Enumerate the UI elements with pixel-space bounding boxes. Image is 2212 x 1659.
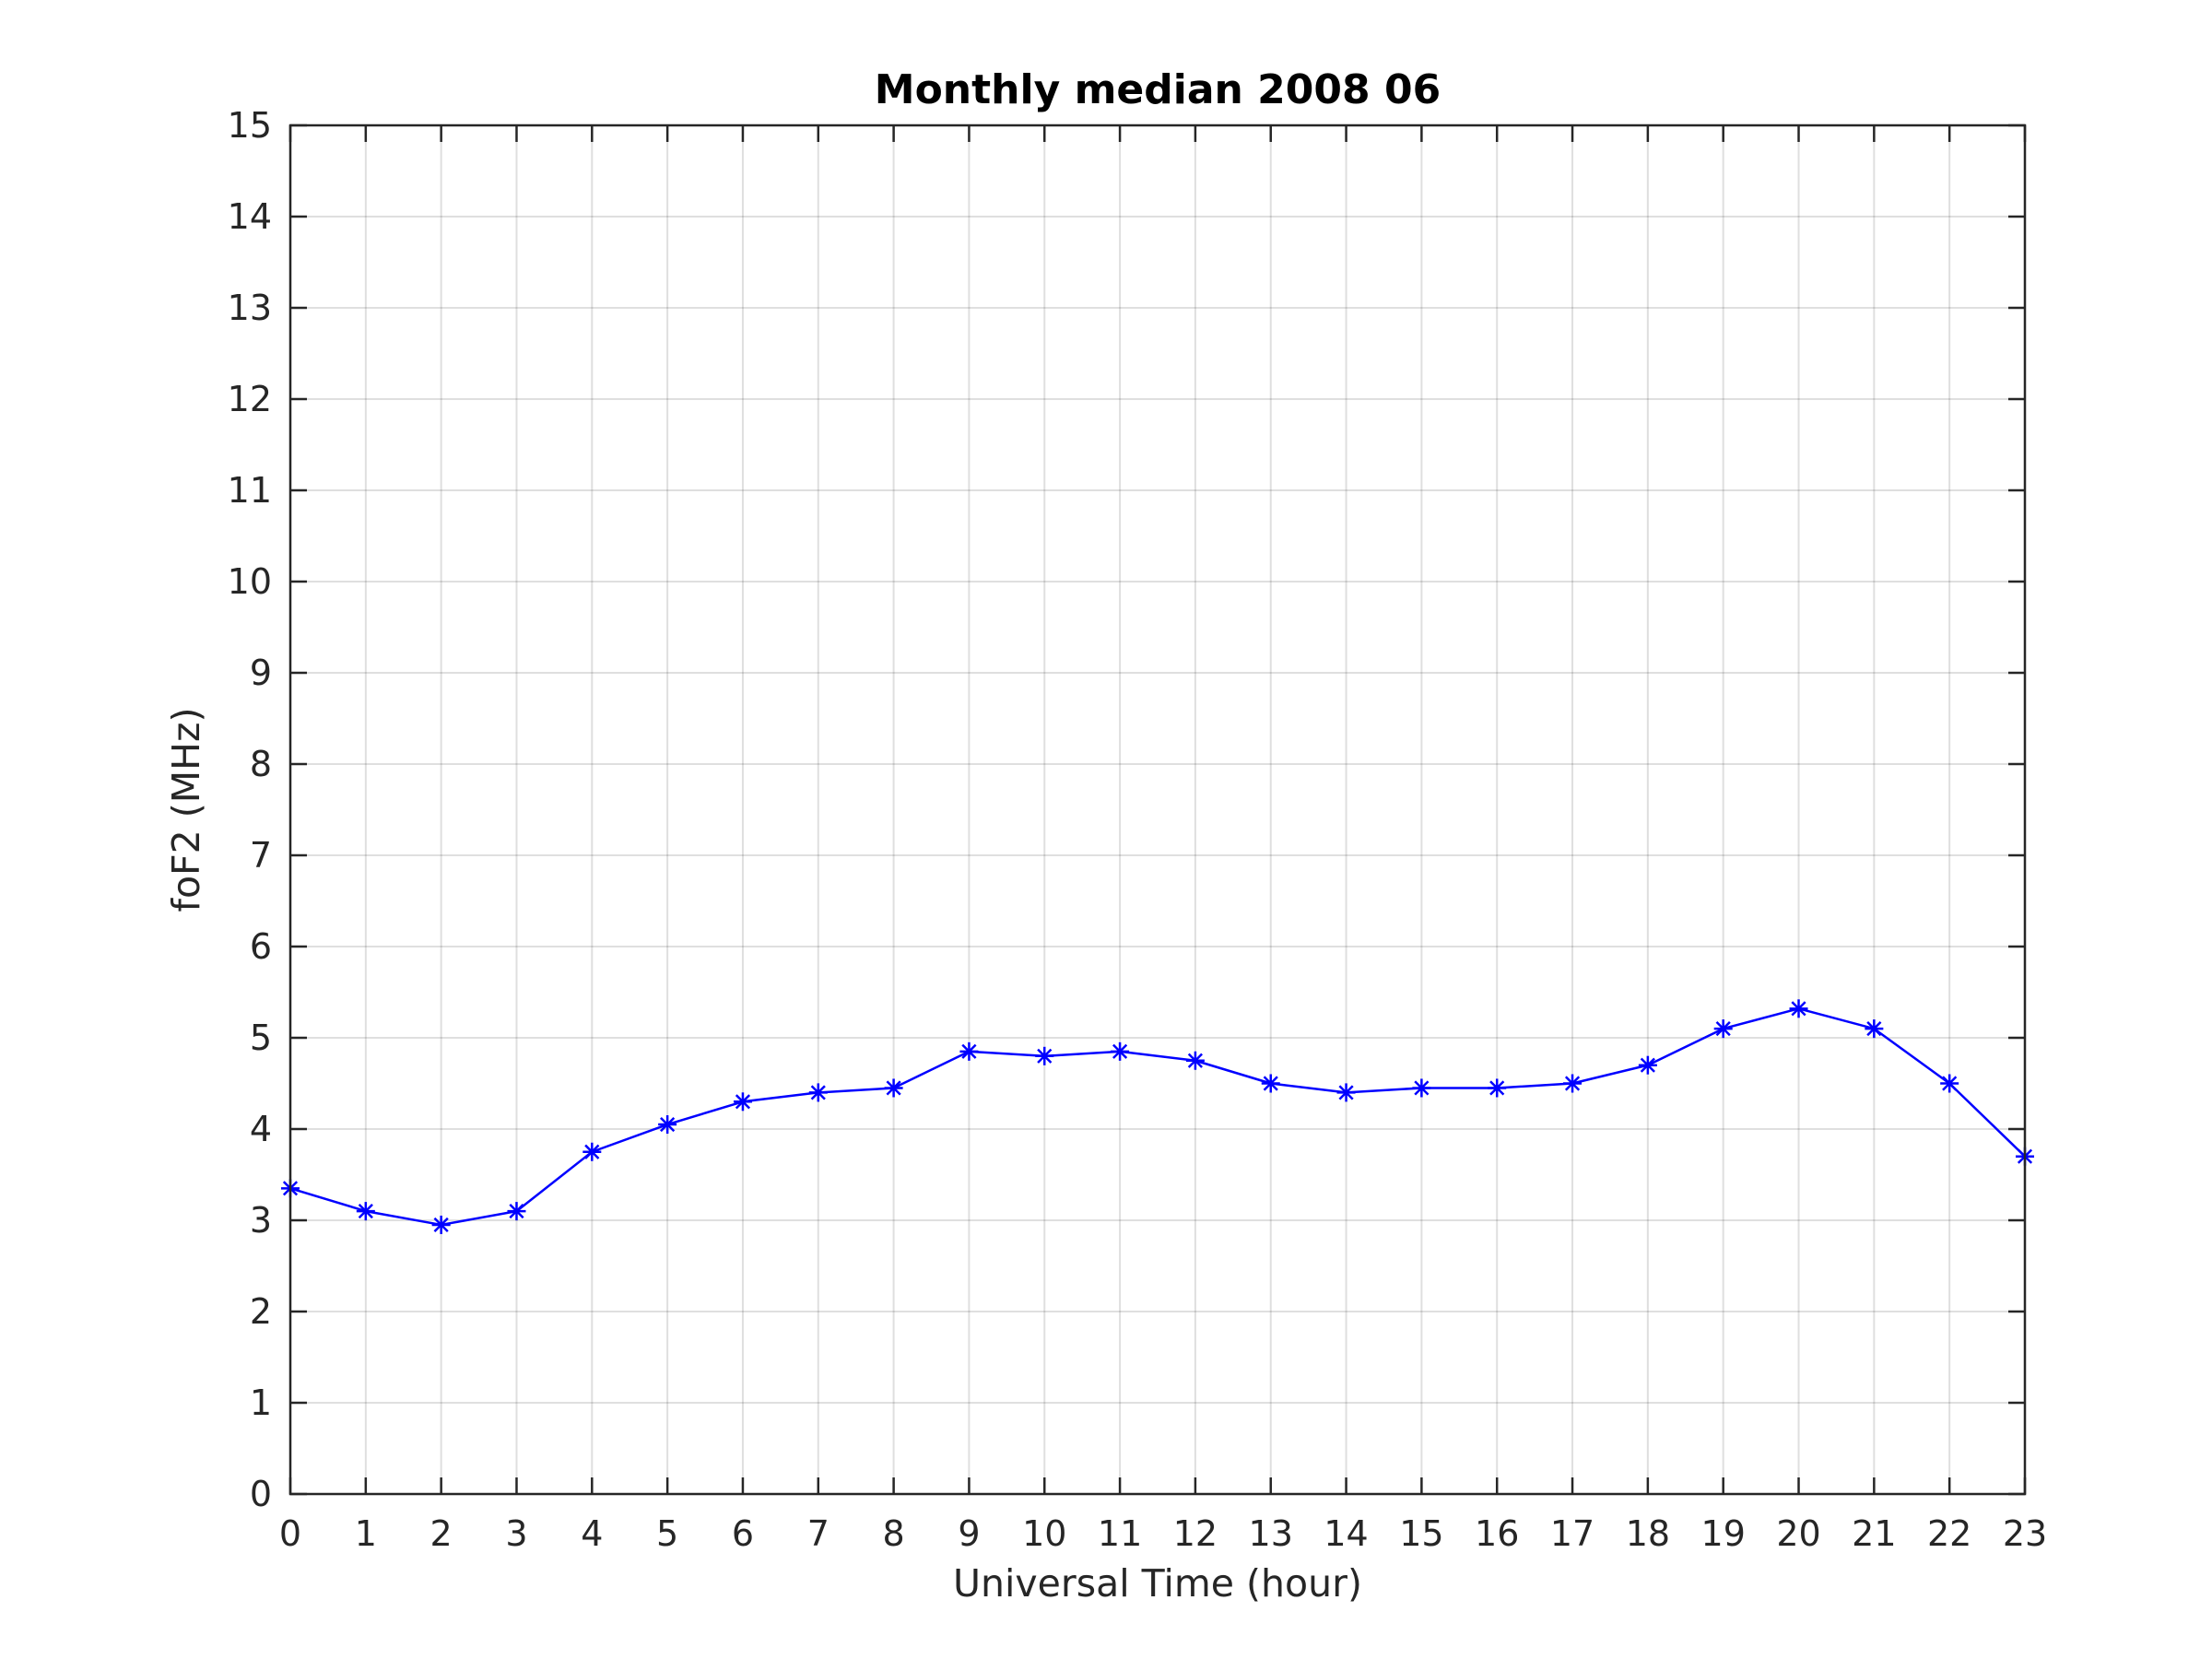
x-tick-label: 2 (430, 1513, 453, 1554)
data-point-marker (356, 1202, 375, 1221)
y-tick-label: 9 (250, 653, 272, 693)
x-tick-label: 17 (1550, 1513, 1594, 1554)
marker-stroke (1564, 1076, 1581, 1091)
marker-stroke (433, 1217, 449, 1233)
y-tick-label: 14 (228, 196, 272, 237)
marker-stroke (358, 1204, 373, 1219)
marker-stroke (1791, 1001, 1806, 1017)
data-point-marker (1035, 1046, 1054, 1065)
x-tick-label: 6 (732, 1513, 754, 1554)
marker-stroke (810, 1085, 826, 1100)
y-tick-label: 7 (250, 835, 272, 876)
marker-stroke (1187, 1053, 1203, 1068)
marker-stroke (1640, 1057, 1655, 1073)
x-tick-label: 23 (2003, 1513, 2047, 1554)
y-tick-label: 10 (228, 561, 272, 602)
x-axis-label: Universal Time (hour) (953, 1561, 1362, 1606)
data-point-marker (1336, 1083, 1356, 1102)
marker-stroke (886, 1080, 901, 1096)
marker-stroke (1489, 1080, 1505, 1096)
data-point-marker (658, 1115, 677, 1135)
y-tick-label: 0 (250, 1474, 272, 1514)
marker-stroke (1037, 1048, 1053, 1064)
marker-stroke (660, 1116, 676, 1133)
series-line (289, 1007, 2026, 1227)
data-point-marker (1713, 1019, 1733, 1039)
marker-stroke (1338, 1085, 1354, 1100)
x-tick-label: 13 (1249, 1513, 1293, 1554)
marker-stroke (509, 1204, 524, 1219)
marker-stroke (1414, 1080, 1430, 1096)
y-tick-label: 15 (228, 105, 272, 146)
y-tick-label: 2 (250, 1291, 272, 1332)
data-point-marker (733, 1092, 752, 1112)
x-tick-label: 19 (1701, 1513, 1746, 1554)
data-point-marker (884, 1078, 903, 1098)
marker-stroke (1942, 1076, 1958, 1091)
y-axis-label: foF2 (MHz) (164, 708, 208, 912)
x-tick-label: 4 (581, 1513, 603, 1554)
data-point-marker (1563, 1074, 1583, 1093)
data-point-marker (1185, 1051, 1205, 1070)
y-tick-label: 13 (228, 288, 272, 328)
x-tick-label: 14 (1324, 1513, 1368, 1554)
x-tick-label: 15 (1399, 1513, 1443, 1554)
x-tick-label: 7 (807, 1513, 830, 1554)
chart-title: Monthly median 2008 06 (875, 66, 1441, 113)
x-tick-label: 18 (1626, 1513, 1670, 1554)
x-tick-label: 5 (656, 1513, 678, 1554)
data-point-marker (507, 1202, 526, 1221)
x-tick-label: 1 (355, 1513, 377, 1554)
y-tick-label: 5 (250, 1018, 272, 1058)
data-point-marker (1865, 1019, 1884, 1039)
data-point-marker (431, 1215, 451, 1234)
x-tick-label: 0 (279, 1513, 301, 1554)
series-layer (281, 999, 2034, 1234)
x-tick-label: 8 (883, 1513, 905, 1554)
x-tick-label: 10 (1022, 1513, 1066, 1554)
marker-stroke (1866, 1021, 1882, 1037)
data-point-marker (959, 1041, 979, 1061)
x-tick-label: 3 (505, 1513, 527, 1554)
marker-stroke (1112, 1043, 1128, 1059)
marker-stroke (961, 1043, 977, 1059)
y-tick-label: 4 (250, 1109, 272, 1149)
x-tick-label: 22 (1927, 1513, 1971, 1554)
marker-stroke (735, 1094, 751, 1110)
y-tick-label: 12 (228, 379, 272, 419)
x-tick-label: 20 (1776, 1513, 1820, 1554)
x-tick-label: 21 (1852, 1513, 1896, 1554)
marker-stroke (1263, 1076, 1278, 1091)
plot-frame (288, 124, 2027, 1496)
x-tick-labels: 0 1 2 3 4 5 6 7 8 9 10 11 12 13 14 15 16 17 18 19 20 21 22 23 (279, 1513, 2047, 1554)
y-tick-label: 6 (250, 926, 272, 967)
data-point-marker (1789, 999, 1808, 1018)
data-point-marker (1940, 1074, 1959, 1093)
x-tick-label: 12 (1173, 1513, 1218, 1554)
data-point-marker (1638, 1055, 1657, 1075)
marker-stroke (584, 1144, 600, 1159)
data-point-marker (1261, 1074, 1280, 1093)
x-tick-label: 16 (1475, 1513, 1519, 1554)
data-point-marker (1488, 1078, 1507, 1098)
y-tick-label: 3 (250, 1200, 272, 1241)
x-tick-label: 9 (958, 1513, 980, 1554)
data-point-marker (582, 1142, 602, 1161)
y-tick-label: 11 (228, 470, 272, 511)
data-point-marker (1111, 1041, 1130, 1061)
x-tick-label: 11 (1098, 1513, 1142, 1554)
data-point-marker (808, 1083, 828, 1102)
y-tick-label: 1 (250, 1382, 272, 1423)
data-point-marker (1412, 1078, 1431, 1098)
y-tick-label: 8 (250, 744, 272, 784)
marker-stroke (1715, 1021, 1731, 1037)
